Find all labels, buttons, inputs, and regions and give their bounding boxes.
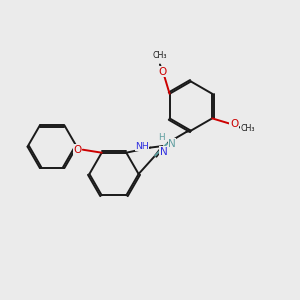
Text: N: N <box>168 139 176 149</box>
Text: H: H <box>158 134 165 142</box>
Text: CH₃: CH₃ <box>241 124 255 133</box>
Text: O: O <box>159 67 167 76</box>
Text: NH: NH <box>135 142 149 151</box>
Text: O: O <box>230 119 238 129</box>
Text: O: O <box>74 145 82 155</box>
Text: N: N <box>160 146 168 157</box>
Text: CH₃: CH₃ <box>153 51 167 60</box>
